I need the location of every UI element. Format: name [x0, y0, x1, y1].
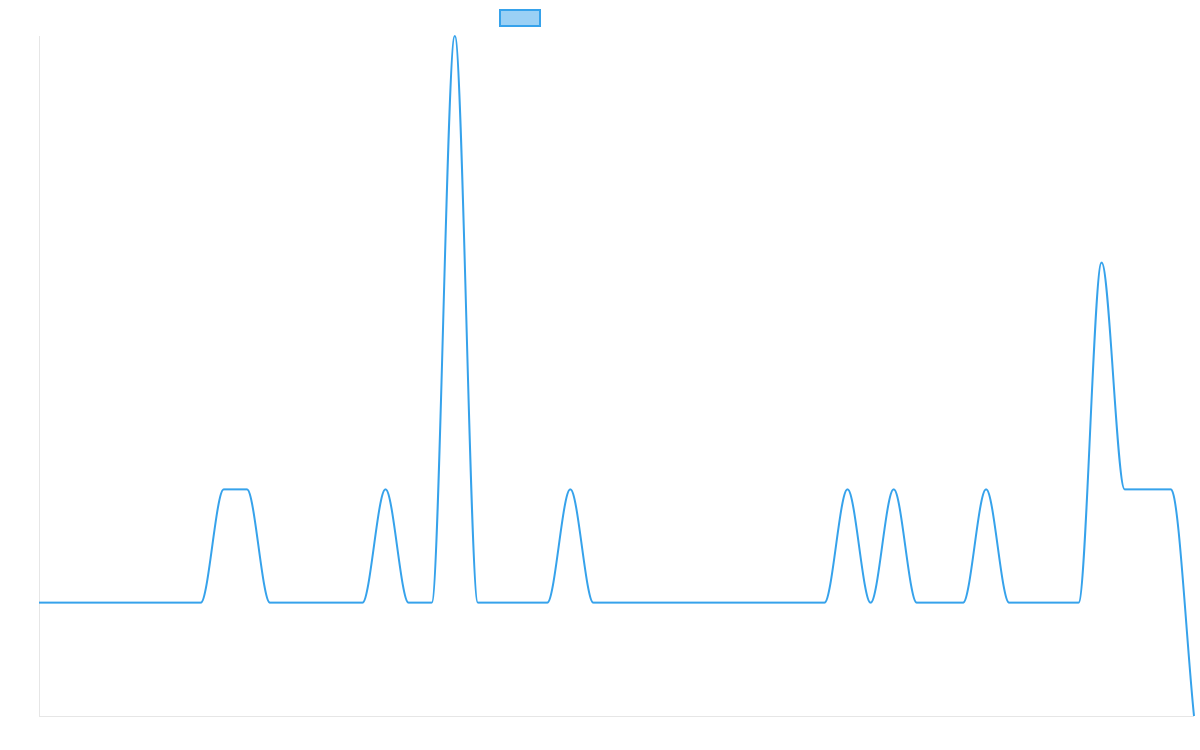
data-point[interactable] — [1168, 486, 1174, 492]
data-point[interactable] — [937, 600, 943, 606]
data-point[interactable] — [1052, 600, 1058, 606]
data-point[interactable] — [105, 600, 111, 606]
data-point[interactable] — [244, 486, 250, 492]
data-point[interactable] — [475, 600, 481, 606]
data-point[interactable] — [521, 600, 527, 606]
data-point[interactable] — [498, 600, 504, 606]
data-point[interactable] — [313, 600, 319, 606]
data-point[interactable] — [1145, 486, 1151, 492]
data-point[interactable] — [660, 600, 666, 606]
data-point[interactable] — [1191, 713, 1197, 719]
data-point[interactable] — [429, 600, 435, 606]
data-point[interactable] — [198, 600, 204, 606]
legend[interactable] — [499, 9, 541, 27]
data-point[interactable] — [1122, 486, 1128, 492]
data-point[interactable] — [845, 486, 851, 492]
data-point[interactable] — [452, 33, 458, 39]
series-line-0 — [38, 35, 1195, 717]
data-point[interactable] — [59, 600, 65, 606]
data-point[interactable] — [798, 600, 804, 606]
data-point[interactable] — [821, 600, 827, 606]
data-point[interactable] — [868, 600, 874, 606]
data-point[interactable] — [891, 486, 897, 492]
data-point[interactable] — [775, 600, 781, 606]
data-point[interactable] — [1029, 600, 1035, 606]
data-point[interactable] — [706, 600, 712, 606]
legend-swatch[interactable] — [499, 9, 541, 27]
data-point[interactable] — [729, 600, 735, 606]
data-point[interactable] — [683, 600, 689, 606]
series-group — [36, 33, 1197, 719]
data-point[interactable] — [383, 486, 389, 492]
data-point[interactable] — [82, 600, 88, 606]
data-point[interactable] — [336, 600, 342, 606]
data-point[interactable] — [36, 600, 42, 606]
data-point[interactable] — [567, 486, 573, 492]
data-point[interactable] — [914, 600, 920, 606]
data-point[interactable] — [544, 600, 550, 606]
data-point[interactable] — [1099, 260, 1105, 266]
data-point[interactable] — [752, 600, 758, 606]
data-point[interactable] — [175, 600, 181, 606]
data-point[interactable] — [637, 600, 643, 606]
data-point[interactable] — [406, 600, 412, 606]
data-point[interactable] — [128, 600, 134, 606]
data-point[interactable] — [221, 486, 227, 492]
data-point[interactable] — [960, 600, 966, 606]
data-point[interactable] — [983, 486, 989, 492]
data-point[interactable] — [359, 600, 365, 606]
data-point[interactable] — [1076, 600, 1082, 606]
data-point[interactable] — [590, 600, 596, 606]
data-point[interactable] — [290, 600, 296, 606]
data-point[interactable] — [614, 600, 620, 606]
data-point[interactable] — [152, 600, 158, 606]
data-point[interactable] — [1006, 600, 1012, 606]
data-point[interactable] — [267, 600, 273, 606]
